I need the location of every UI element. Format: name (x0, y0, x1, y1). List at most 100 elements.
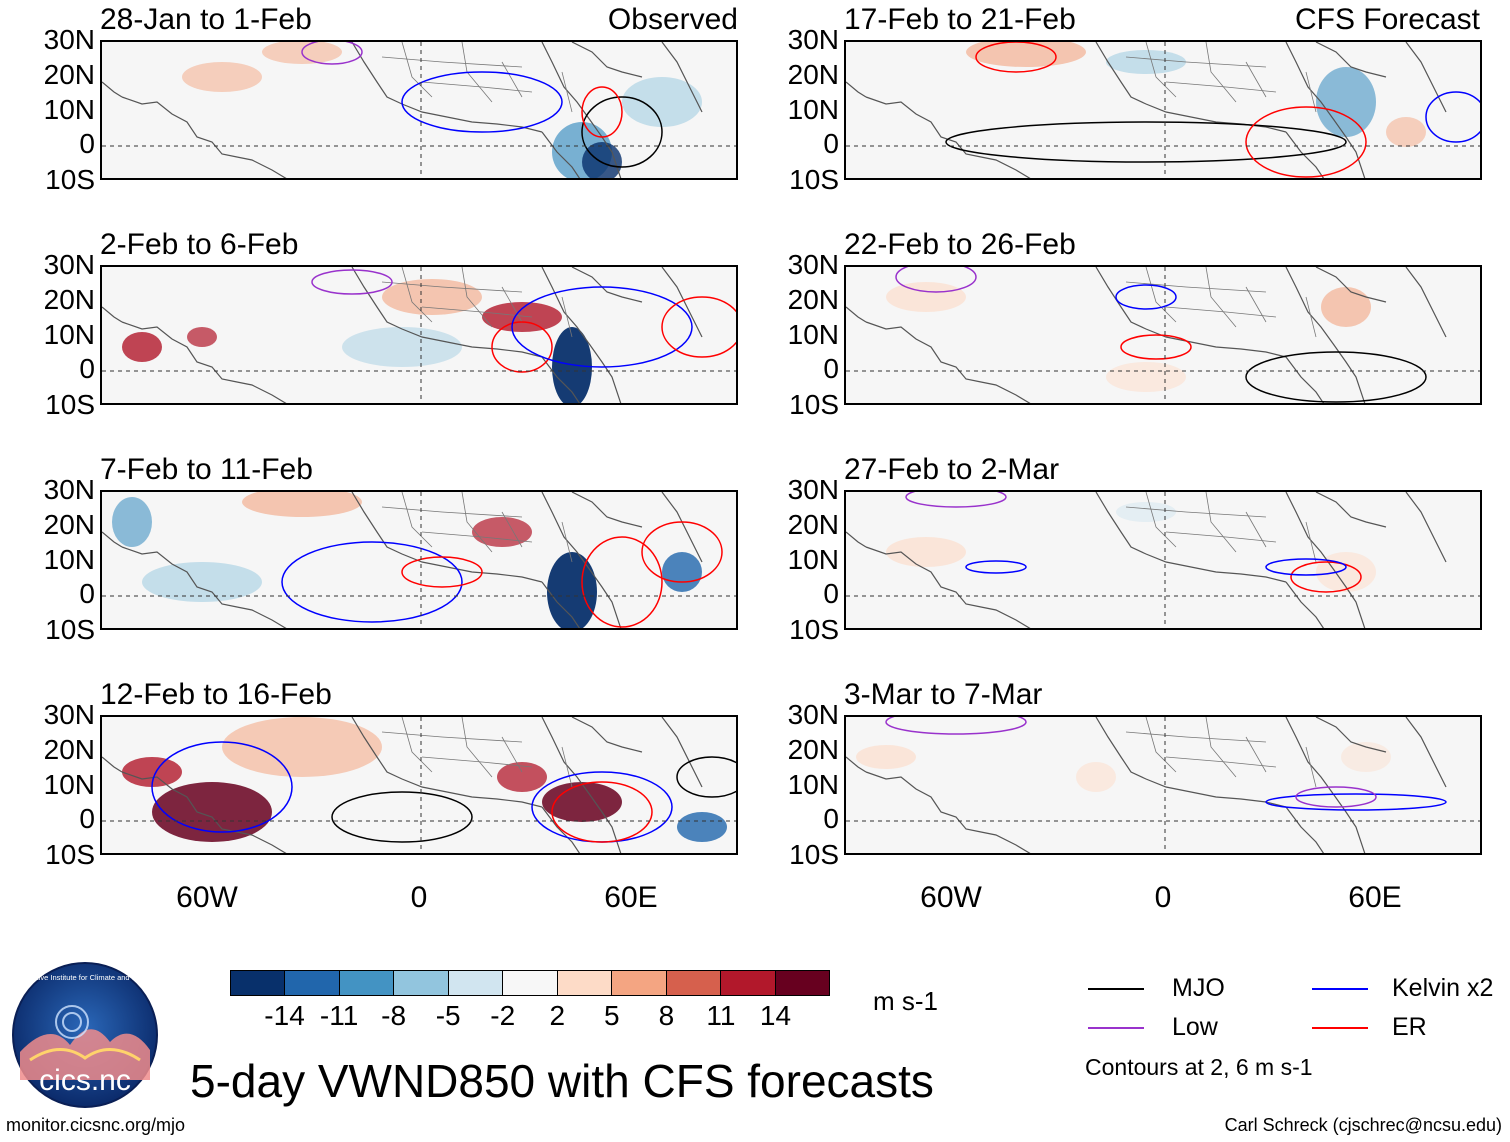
coastline (571, 717, 643, 753)
coastline (541, 717, 622, 853)
wave-contour (581, 86, 623, 138)
legend-line-kelvin (1312, 988, 1368, 990)
lat-tick-label: 20N (787, 734, 839, 765)
logo-text: cics.nc (39, 1064, 131, 1097)
coastline (1095, 492, 1287, 583)
wind-anomaly-shading (622, 77, 702, 127)
colorbar-tick-label: 2 (549, 1000, 566, 1031)
wind-anomaly-shading (342, 327, 462, 367)
wave-contour (1120, 334, 1192, 360)
country-border (1165, 756, 1277, 768)
lon-tick-label: 0 (410, 881, 428, 914)
coastline (1315, 717, 1387, 753)
wind-anomaly-shading (152, 782, 272, 842)
map-panel (100, 490, 738, 630)
country-border (381, 506, 523, 518)
colorbar (230, 970, 830, 996)
country-border (1165, 81, 1277, 93)
country-border (1245, 286, 1267, 323)
coastline (541, 267, 622, 403)
wave-contour (1290, 561, 1362, 593)
country-border (421, 81, 533, 93)
coastline (351, 717, 543, 808)
coastline (541, 42, 622, 178)
coastline (846, 306, 867, 323)
lat-tick-label: 10N (43, 769, 95, 800)
coastline (541, 806, 581, 853)
colorbar-swatch (721, 971, 776, 995)
colorbar-tick-label: 5 (604, 1000, 620, 1031)
colorbar-swatch (775, 971, 829, 995)
coastline (865, 771, 1031, 853)
coastline (541, 131, 581, 178)
map-canvas (846, 267, 1480, 403)
coastline (1095, 717, 1287, 808)
country-border (561, 71, 573, 113)
coastline (1405, 492, 1447, 563)
wind-anomaly-shading (482, 302, 562, 332)
lon-tick-label: 60E (604, 881, 658, 914)
country-border (501, 736, 523, 773)
coastline (541, 356, 581, 403)
legend-line-low (1088, 1027, 1144, 1029)
country-border (1125, 731, 1267, 743)
country-border (501, 511, 523, 548)
country-border (1245, 61, 1267, 98)
coastline (351, 42, 543, 133)
coastline (351, 492, 543, 583)
colorbar-tick-label: -11 (319, 1000, 359, 1031)
legend-label-low: Low (1172, 1013, 1218, 1041)
lat-tick-label: 10S (789, 389, 839, 420)
coastline (865, 96, 1031, 178)
coastline (121, 321, 287, 403)
legend-line-mjo (1088, 988, 1144, 990)
wave-contour (1245, 106, 1367, 178)
lat-tick-label: 10N (787, 769, 839, 800)
coastline (1285, 42, 1366, 178)
coastline (102, 306, 123, 323)
lat-tick-label: 0 (79, 353, 95, 384)
panel-title: 12-Feb to 16-Feb (100, 678, 332, 711)
lon-tick-label: 60W (920, 881, 982, 914)
wave-contour (311, 269, 393, 295)
coastline (865, 546, 1031, 628)
map-panel (844, 490, 1482, 630)
country-border (461, 717, 493, 778)
coastline (102, 81, 123, 98)
lat-tick-label: 0 (79, 803, 95, 834)
coastline (541, 492, 622, 628)
wave-contour (1265, 793, 1447, 811)
wind-anomaly-shading (497, 762, 547, 792)
colorbar-swatch (339, 971, 395, 995)
colorbar-tick-label: -2 (490, 1000, 516, 1031)
wave-contour (945, 121, 1347, 163)
lat-tick-label: 10S (45, 164, 95, 195)
colorbar-tick-label: -8 (381, 1000, 407, 1031)
coastline (661, 42, 703, 113)
figure-title: 5-day VWND850 with CFS forecasts (190, 1055, 934, 1107)
country-border (401, 42, 433, 98)
country-border (1305, 746, 1317, 788)
country-border (501, 286, 523, 323)
map-panel (100, 265, 738, 405)
country-border (1145, 42, 1177, 98)
country-border (1205, 267, 1237, 328)
lat-tick-label: 10S (45, 614, 95, 645)
wave-contour (1295, 786, 1377, 808)
wave-contour (1245, 351, 1427, 403)
coastline (1285, 581, 1325, 628)
coastline (661, 267, 703, 338)
wave-contour (965, 560, 1027, 574)
country-border (1245, 511, 1267, 548)
colorbar-units: m s-1 (873, 986, 938, 1016)
coastline (846, 756, 867, 773)
wave-contour (281, 541, 463, 623)
wind-anomaly-shading (1316, 67, 1376, 137)
lat-tick-label: 0 (823, 803, 839, 834)
legend-label-mjo: MJO (1172, 974, 1225, 1002)
colorbar-tick-label: 8 (658, 1000, 675, 1031)
wave-contour (676, 756, 736, 798)
wind-anomaly-shading (1341, 742, 1391, 772)
forecast-header: CFS Forecast (1294, 3, 1480, 36)
country-border (561, 746, 573, 788)
